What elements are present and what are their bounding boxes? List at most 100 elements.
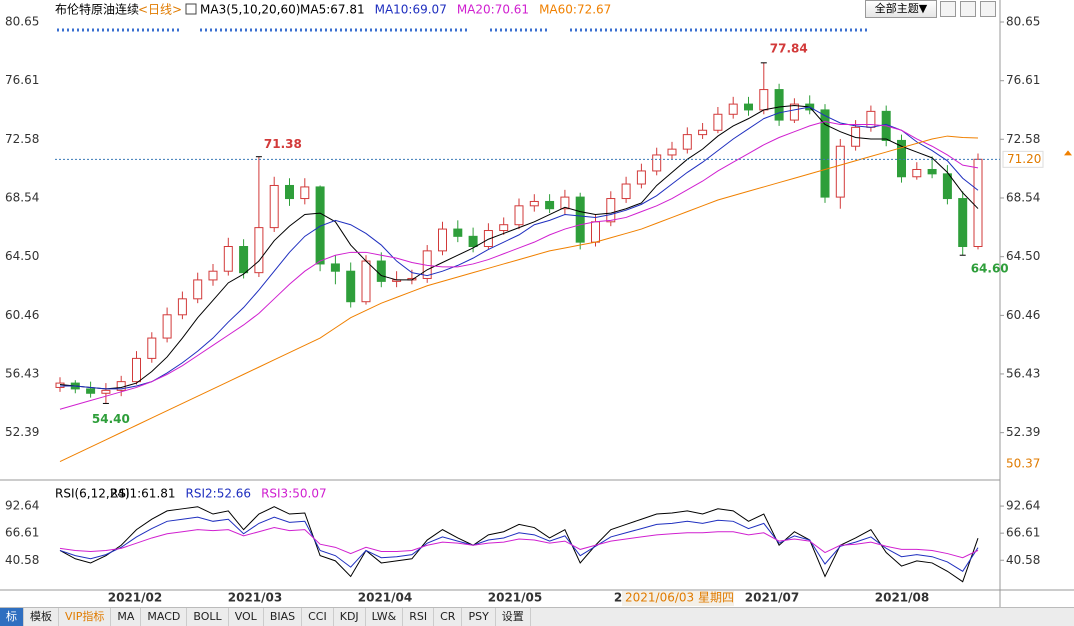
candle-body bbox=[529, 200, 539, 207]
candle-body bbox=[912, 168, 922, 178]
candle-body bbox=[560, 196, 570, 210]
toolbar-tab[interactable]: KDJ bbox=[334, 608, 366, 626]
candle-body bbox=[591, 221, 600, 243]
y-tick-label: 56.43 bbox=[5, 366, 39, 380]
candle-body bbox=[820, 109, 830, 198]
indicator: MA3(5,10,20,60) bbox=[200, 3, 300, 17]
candle-body bbox=[789, 103, 799, 121]
last-price-box bbox=[1002, 150, 1044, 168]
candle-body bbox=[606, 198, 616, 223]
candle-body bbox=[223, 246, 233, 272]
candle-body bbox=[958, 198, 968, 248]
y-tick-label: 72.58 bbox=[1006, 132, 1040, 146]
toolbar-tab[interactable]: BIAS bbox=[264, 608, 303, 626]
candle-body bbox=[713, 113, 723, 131]
candle-body bbox=[575, 196, 585, 243]
annotation-label: 64.60 bbox=[971, 262, 1009, 276]
y-tick-label: 80.65 bbox=[1006, 15, 1040, 29]
legend-entry: MA20:70.61 bbox=[457, 3, 529, 17]
candle-body bbox=[483, 230, 493, 248]
period: <日线> bbox=[138, 3, 182, 17]
y-tick-label: 66.61 bbox=[1006, 526, 1040, 540]
candle-body bbox=[269, 184, 279, 229]
candle-body bbox=[897, 139, 906, 178]
y-tick-label: 76.61 bbox=[5, 73, 39, 87]
candle-body bbox=[315, 186, 325, 265]
series-line bbox=[59, 121, 979, 410]
series-line bbox=[59, 506, 979, 583]
series-line bbox=[59, 516, 979, 572]
candle-body bbox=[728, 103, 738, 115]
annotation-label: 77.84 bbox=[770, 41, 808, 55]
toolbar-tab[interactable]: BOLL bbox=[187, 608, 229, 626]
candle-body bbox=[300, 186, 310, 200]
annotation-label: 71.38 bbox=[264, 137, 302, 151]
candle-body bbox=[193, 279, 203, 300]
candle-body bbox=[514, 205, 524, 226]
toolbar-tab[interactable]: VIP指标 bbox=[59, 608, 112, 626]
pane-title: RSI(6,12,24) bbox=[55, 487, 130, 501]
ma-icon bbox=[185, 3, 197, 15]
toolbar-tab[interactable]: RSI bbox=[403, 608, 435, 626]
legend-entry: RSI1:61.81 bbox=[110, 487, 176, 501]
candle-body bbox=[774, 89, 784, 121]
candle-body bbox=[667, 148, 677, 156]
toolbar-tab[interactable]: MACD bbox=[141, 608, 188, 626]
x-tick-label: 2021/05 bbox=[488, 591, 542, 605]
candle-body bbox=[376, 260, 386, 282]
candle-body bbox=[254, 227, 264, 274]
legend-entry: RSI2:52.66 bbox=[186, 487, 252, 501]
crosshair-label-bg bbox=[622, 591, 734, 606]
legend-entry: MA60:72.67 bbox=[539, 3, 611, 17]
y-tick-label: 40.58 bbox=[5, 553, 39, 567]
x-tick-label: 2 bbox=[614, 591, 622, 605]
x-tick-label: 2021/02 bbox=[108, 591, 162, 605]
last-price-arrow bbox=[1064, 150, 1072, 156]
axis-bottom-label: 50.37 bbox=[1006, 457, 1040, 471]
candle-body bbox=[652, 154, 662, 172]
legend-entry: MA10:69.07 bbox=[375, 3, 447, 17]
annotation-label: 54.40 bbox=[92, 412, 130, 426]
y-tick-label: 66.61 bbox=[5, 526, 39, 540]
series-line bbox=[59, 135, 979, 463]
toolbar-tab[interactable]: 标 bbox=[0, 608, 24, 626]
icon-button[interactable] bbox=[940, 1, 956, 17]
series-line bbox=[59, 527, 979, 559]
series-line bbox=[60, 106, 979, 390]
toolbar-tab[interactable]: 设置 bbox=[496, 608, 531, 626]
y-tick-label: 68.54 bbox=[5, 190, 39, 204]
y-tick-label: 40.58 bbox=[1006, 553, 1040, 567]
instrument-title: 布伦特原油连续 bbox=[55, 2, 139, 17]
toolbar-tab[interactable]: CCI bbox=[302, 608, 334, 626]
toolbar-tab[interactable]: PSY bbox=[462, 608, 496, 626]
toolbar-tab[interactable]: CR bbox=[434, 608, 463, 626]
candle-body bbox=[239, 246, 249, 274]
candle-body bbox=[621, 183, 631, 200]
candle-body bbox=[468, 235, 478, 248]
chart: 布伦特原油连续 <日线> MA3(5,10,20,60) 80.65 80.65 7… bbox=[0, 0, 1074, 607]
candle-body bbox=[361, 260, 371, 303]
candle-body bbox=[147, 337, 157, 359]
candle-body bbox=[927, 168, 937, 175]
toolbar: 标模板 VIP指标 MA MACD BOLL VOL BIAS CCI KDJ LW& RSI CR P… bbox=[0, 607, 1074, 626]
legend-entry: MA5:67.81 bbox=[300, 3, 365, 17]
candle-body bbox=[636, 170, 646, 185]
toolbar-tab[interactable]: LW& bbox=[366, 608, 404, 626]
icon-button[interactable] bbox=[960, 1, 976, 17]
theme-button[interactable]: 全部主题▼ bbox=[865, 0, 937, 18]
toolbar-tab[interactable]: 模板 bbox=[24, 608, 59, 626]
candle-body bbox=[132, 357, 141, 383]
y-tick-label: 52.39 bbox=[1006, 425, 1040, 439]
candle-body bbox=[835, 145, 845, 198]
y-tick-label: 72.58 bbox=[5, 132, 39, 146]
candle-body bbox=[177, 298, 187, 316]
crosshair-label: 2021/06/03 星期四 bbox=[625, 591, 734, 605]
candle-body bbox=[330, 263, 340, 272]
y-tick-label: 60.46 bbox=[1006, 308, 1040, 322]
y-tick-label: 80.65 bbox=[5, 15, 39, 29]
icon-button[interactable] bbox=[980, 1, 996, 17]
toolbar-tab[interactable]: MA bbox=[111, 608, 142, 626]
candle-body bbox=[759, 89, 769, 111]
toolbar-tab[interactable]: VOL bbox=[229, 608, 264, 626]
